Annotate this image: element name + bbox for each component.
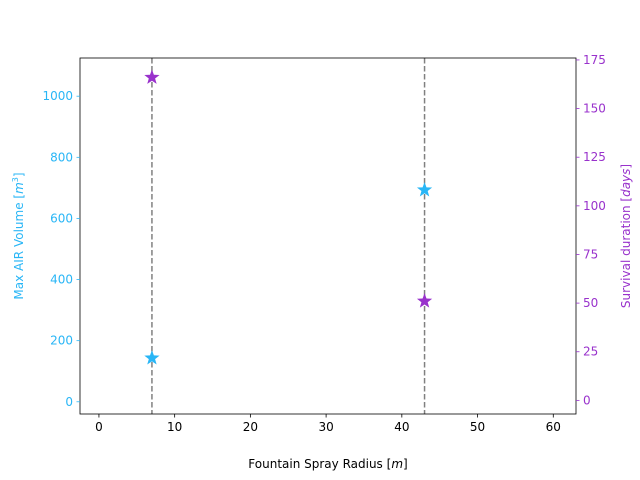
- x-axis-ticks: 0 10 20 30 40 50 60: [95, 414, 561, 434]
- x-tick-label-5: 50: [470, 420, 485, 434]
- x-tick-label-3: 30: [318, 420, 333, 434]
- star-marker-left-1: [416, 182, 433, 197]
- y-right-axis-ticks: 0 25 50 75 100 125 150 175: [576, 53, 606, 407]
- y-left-axis-ticks: 0 200 400 600 800 1000: [42, 89, 80, 409]
- y-right-tick-label-7: 175: [583, 53, 606, 67]
- y-right-tick-label-0: 0: [583, 393, 591, 407]
- star-marker-right-1: [416, 293, 433, 308]
- x-axis-label: Fountain Spray Radius [m]: [248, 457, 407, 471]
- x-tick-label-1: 10: [167, 420, 182, 434]
- y-right-tick-label-5: 125: [583, 150, 606, 164]
- y-left-tick-label-5: 1000: [42, 89, 73, 103]
- y-right-tick-label-2: 50: [583, 296, 598, 310]
- y-left-tick-label-2: 400: [50, 273, 73, 287]
- y-left-axis-label: Max AIR Volume [m3]: [11, 172, 26, 299]
- y-right-tick-label-3: 75: [583, 247, 598, 261]
- y-right-tick-label-6: 150: [583, 102, 606, 116]
- x-tick-label-6: 60: [546, 420, 561, 434]
- y-left-tick-label-4: 800: [50, 150, 73, 164]
- y-left-tick-label-1: 200: [50, 334, 73, 348]
- y-right-axis-label: Survival duration [days]: [619, 164, 633, 308]
- data-markers: [144, 69, 433, 365]
- plot-frame: [79, 57, 577, 415]
- star-marker-right-0: [144, 69, 160, 84]
- star-marker-left-0: [144, 350, 160, 365]
- y-right-tick-label-4: 100: [583, 199, 606, 213]
- y-right-tick-label-1: 25: [583, 345, 598, 359]
- y-left-tick-label-0: 0: [65, 395, 73, 409]
- y-left-tick-label-3: 600: [50, 211, 73, 225]
- x-tick-label-4: 40: [394, 420, 409, 434]
- plot-area: [80, 58, 576, 414]
- x-tick-label-2: 20: [243, 420, 258, 434]
- x-tick-label-0: 0: [95, 420, 103, 434]
